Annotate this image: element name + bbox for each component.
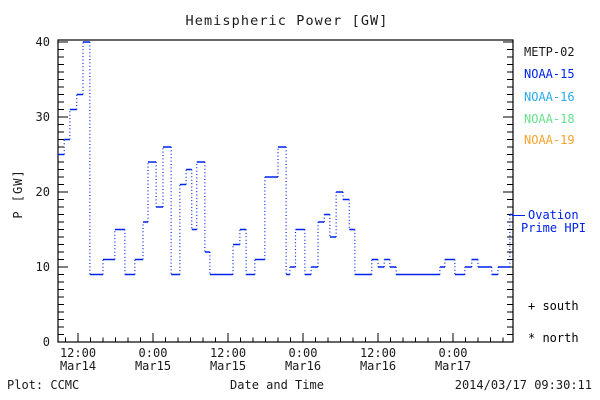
- north-marker-label: * north: [528, 331, 579, 345]
- y-tick-label: 10: [35, 260, 50, 274]
- y-tick-label: 20: [35, 185, 50, 199]
- x-tick-label: 12:00 Mar15: [209, 346, 247, 373]
- y-tick-label: 0: [42, 335, 50, 349]
- y-tick-label: 40: [35, 35, 50, 49]
- ovation-legend-line1: Ovation: [512, 209, 586, 222]
- x-tick-label: 0:00 Mar16: [284, 346, 322, 373]
- ovation-label-1: Ovation: [528, 208, 579, 222]
- legend-satellite-noaa-18: NOAA-18: [524, 112, 575, 126]
- south-marker-label: + south: [528, 299, 579, 313]
- x-tick-label: 0:00 Mar17: [434, 346, 472, 373]
- legend-satellite-noaa-16: NOAA-16: [524, 90, 575, 104]
- legend-satellite-metp-02: METP-02: [524, 45, 575, 59]
- ovation-label-2: Prime HPI: [521, 221, 587, 235]
- ovation-legend: Ovation Prime HPI: [512, 209, 586, 235]
- footer-timestamp: 2014/03/17 09:30:11: [454, 378, 592, 392]
- x-tick-label: 0:00 Mar15: [134, 346, 172, 373]
- plot-frame: [57, 39, 514, 343]
- x-tick-label: 12:00 Mar16: [359, 346, 397, 373]
- line-sample-dash: [512, 215, 525, 216]
- legend-satellite-noaa-15: NOAA-15: [524, 67, 575, 81]
- legend-satellite-noaa-19: NOAA-19: [524, 133, 575, 147]
- x-tick-label: 12:00 Mar14: [59, 346, 97, 373]
- axis-ticks: [58, 41, 513, 342]
- y-tick-label: 30: [35, 110, 50, 124]
- x-axis-label: Date and Time: [230, 378, 324, 392]
- hpi-step-line: [58, 41, 513, 276]
- chart-title: Hemispheric Power [GW]: [185, 13, 389, 29]
- footer-plot-credit: Plot: CCMC: [7, 378, 80, 392]
- hpi-step-connectors: [63, 42, 511, 275]
